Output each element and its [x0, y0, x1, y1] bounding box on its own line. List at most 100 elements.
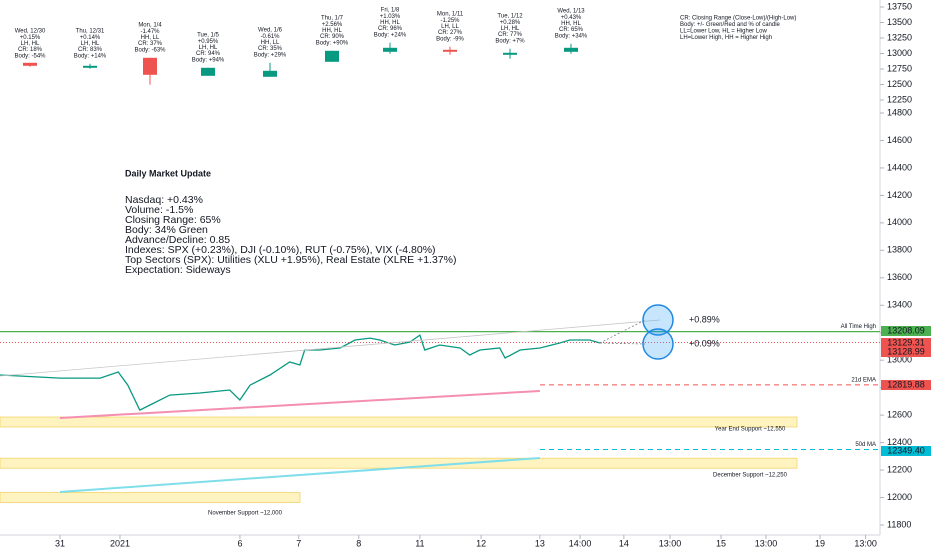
- summary-line: +0.28%: [500, 20, 521, 26]
- summary-candle-body: [201, 67, 215, 76]
- support-zone: [0, 492, 301, 503]
- info-line: Top Sectors (SPX): Utilities (XLU +1.95%…: [125, 254, 456, 266]
- summary-line: +1.03%: [380, 14, 401, 20]
- summary-line: Body: +94%: [192, 57, 225, 63]
- support-label: November Support ~12,000: [208, 511, 283, 517]
- info-line: Nasdaq: +0.43%: [125, 194, 203, 206]
- summary-candle-body: [83, 65, 97, 68]
- summary-line: Tue, 1/5: [197, 33, 219, 39]
- target-circle: [642, 328, 674, 360]
- x-tick-label: 11: [415, 538, 424, 548]
- level-name: All Time High: [841, 324, 876, 330]
- summary-line: +0.15%: [20, 35, 41, 41]
- summary-line: +0.43%: [561, 15, 582, 21]
- summary-line: Fri, 1/8: [381, 8, 400, 14]
- x-tick-label: 13:00: [659, 538, 682, 548]
- info-line: Indexes: SPX (+0.23%), DJI (-0.10%), RUT…: [125, 244, 436, 256]
- target-label: +0.89%: [689, 314, 720, 324]
- chart-title: Daily Market Update: [125, 168, 211, 178]
- summary-line: +0.95%: [198, 39, 219, 45]
- y-tick-label: 14000: [887, 217, 912, 227]
- price-line: [0, 334, 601, 411]
- y-tick-label: 11800: [887, 519, 911, 529]
- summary-line: Wed, 12/30: [15, 29, 46, 35]
- support-zone: [0, 416, 798, 428]
- x-tick-label: 2021: [110, 538, 130, 548]
- info-line: Volume: -1.5%: [125, 204, 193, 216]
- x-tick-label: 15: [716, 538, 726, 548]
- summary-line: CR: 96%: [378, 26, 403, 32]
- summary-line: CR: 35%: [258, 46, 283, 52]
- level-name: 21d EMA: [851, 378, 876, 384]
- y-tick-label: 12000: [887, 492, 912, 502]
- summary-line: HH, HL: [380, 20, 400, 26]
- x-tick-label: 31: [55, 538, 65, 548]
- y-tick-label: 14600: [887, 135, 912, 145]
- summary-line: LH, HL: [501, 26, 520, 32]
- top-tick-label: 13750: [887, 1, 912, 11]
- y-tick-label: 12400: [887, 437, 912, 447]
- summary-candle-body: [23, 62, 37, 66]
- top-tick-label: 13000: [887, 48, 912, 58]
- summary-line: HH, LL: [261, 40, 280, 46]
- y-tick-label: 14400: [887, 162, 912, 172]
- top-tick-label: 12500: [887, 79, 912, 89]
- summary-candle-body: [383, 47, 397, 52]
- top-tick-label: 12750: [887, 63, 912, 73]
- summary-line: Body: -63%: [134, 47, 166, 53]
- x-tick-label: 14: [619, 538, 629, 548]
- summary-line: LH, HL: [199, 45, 218, 51]
- x-tick-label: 12: [476, 538, 486, 548]
- summary-line: CR: 83%: [78, 47, 103, 53]
- price-tag: [881, 446, 931, 456]
- summary-line: Body: -54%: [14, 53, 46, 59]
- price-tag-label: 13128.99: [887, 346, 925, 356]
- target-label: +0.09%: [689, 338, 720, 348]
- price-tag: [881, 326, 931, 336]
- summary-line: Mon, 1/11: [437, 12, 464, 18]
- legend-note: LH=Lower High, HH = Higher High: [680, 35, 772, 41]
- summary-line: LH, HL: [21, 41, 40, 47]
- target-guide: [599, 319, 646, 344]
- support-zone: [0, 457, 798, 469]
- summary-line: -1.47%: [140, 29, 160, 35]
- summary-line: Body: -9%: [436, 36, 464, 42]
- summary-line: HH, HL: [561, 21, 581, 27]
- y-tick-label: 14800: [887, 107, 912, 117]
- legend-note: CR: Closing Range (Close-Low)/(High-Low): [680, 16, 796, 22]
- summary-line: LH, LL: [441, 24, 459, 30]
- price-tag: [881, 347, 931, 357]
- summary-line: CR: 77%: [498, 32, 523, 38]
- legend-note: LL=Lower Low, HL = Higher Low: [680, 29, 767, 35]
- summary-line: Body: +7%: [495, 38, 525, 44]
- top-tick-label: 13500: [887, 17, 912, 27]
- y-tick-label: 13000: [887, 355, 912, 365]
- level-name: 50d MA: [855, 442, 876, 448]
- support-label: December Support ~12,250: [713, 473, 788, 479]
- summary-line: LH, HL: [81, 41, 100, 47]
- summary-line: Body: +34%: [555, 33, 588, 39]
- price-tag-label: 13129.31: [887, 337, 925, 347]
- top-tick-label: 12250: [887, 94, 912, 104]
- info-line: Expectation: Sideways: [125, 264, 231, 276]
- x-tick-label: 19: [815, 538, 825, 548]
- price-tag: [881, 380, 931, 390]
- x-tick-label: 8: [356, 538, 361, 548]
- summary-line: CR: 27%: [438, 30, 463, 36]
- summary-line: Thu, 1/7: [321, 16, 344, 22]
- summary-line: HH, HL: [322, 28, 342, 34]
- top-tick-label: 13250: [887, 32, 912, 42]
- summary-line: CR: 18%: [18, 47, 43, 53]
- summary-line: Mon, 1/4: [138, 23, 162, 29]
- summary-line: Wed, 1/6: [258, 28, 283, 34]
- price-tag-label: 12819.88: [887, 379, 925, 389]
- y-tick-label: 13600: [887, 272, 912, 282]
- summary-candle-body: [564, 47, 578, 52]
- y-tick-label: 14200: [887, 190, 912, 200]
- summary-line: -0.61%: [260, 34, 280, 40]
- y-tick-label: 13400: [887, 300, 912, 310]
- summary-line: Wed, 1/13: [557, 9, 585, 15]
- summary-candle-body: [325, 50, 339, 62]
- x-tick-label: 13: [535, 538, 545, 548]
